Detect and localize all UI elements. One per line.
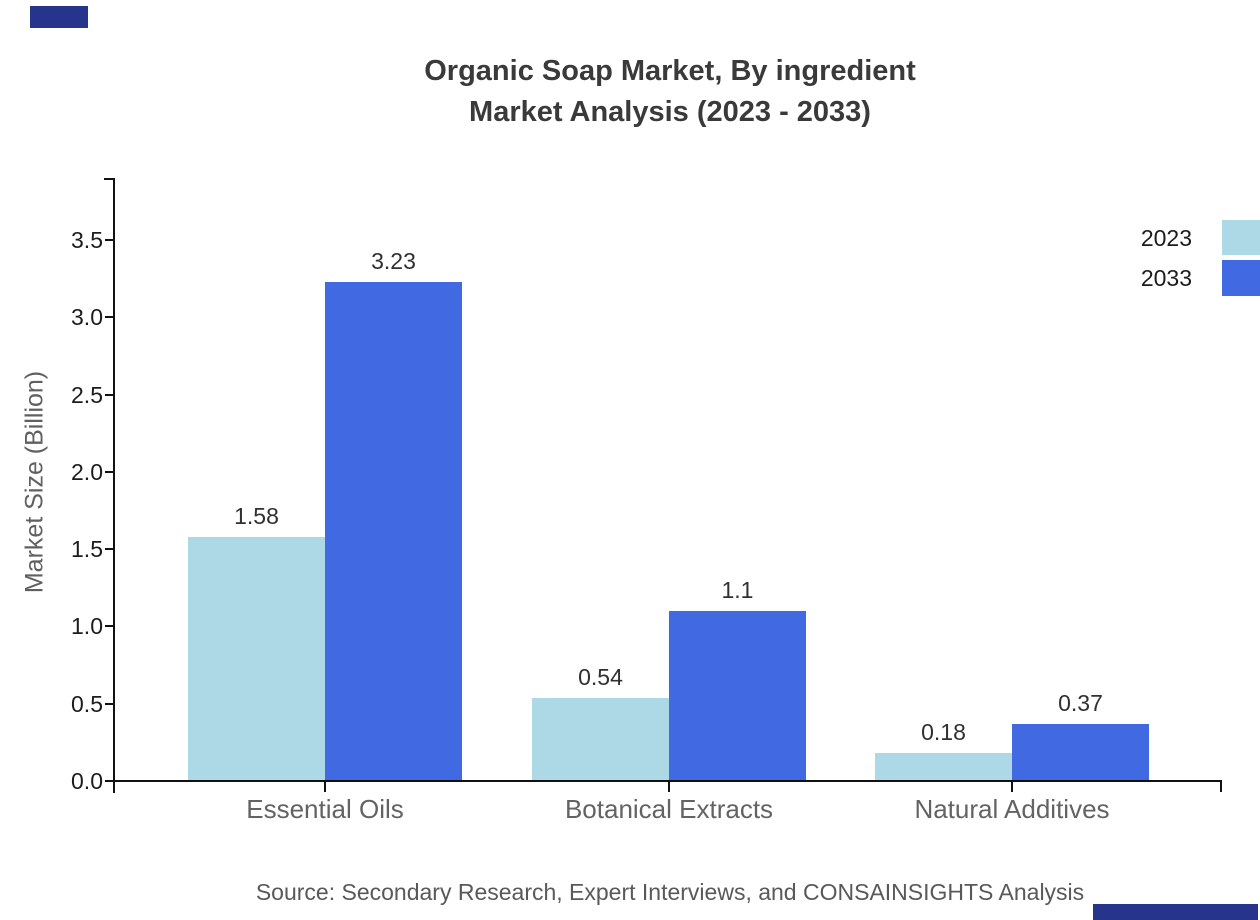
bar-2023-botanical-extracts [532, 698, 669, 781]
y-tick-mark [105, 471, 114, 473]
chart-title: Organic Soap Market, By ingredient Marke… [80, 51, 1260, 133]
y-tick-mark [105, 239, 114, 241]
bar-value-2023-essential-oils: 1.58 [234, 503, 279, 529]
x-category-label: Essential Oils [246, 794, 404, 824]
y-tick-label: 0.0 [71, 768, 103, 794]
bar-2023-essential-oils [188, 537, 325, 781]
x-tick-mark [668, 781, 670, 792]
x-tick-mark [1011, 781, 1013, 792]
y-axis-spine [113, 178, 115, 793]
bar-value-2023-botanical-extracts: 0.54 [578, 664, 623, 690]
bar-2033-natural-additives [1012, 724, 1149, 781]
bar-value-2023-natural-additives: 0.18 [921, 719, 966, 745]
x-tick-mark [324, 781, 326, 792]
brand-mark-bottom-right [1093, 904, 1258, 920]
bar-value-2033-botanical-extracts: 1.1 [721, 577, 754, 603]
x-axis-spine [105, 780, 1222, 782]
y-tick-mark [105, 316, 114, 318]
y-tick-label: 3.0 [71, 304, 103, 330]
brand-mark-top-left [30, 6, 88, 28]
chart-title-line2: Market Analysis (2023 - 2033) [469, 96, 871, 128]
x-category-label: Botanical Extracts [564, 794, 774, 824]
y-tick-mark [105, 625, 114, 627]
legend-label-2023: 2023 [1140, 225, 1192, 251]
y-tick-label: 2.0 [71, 459, 103, 485]
y-tick-label: 1.5 [71, 536, 103, 562]
y-tick-mark [105, 548, 114, 550]
y-tick-label: 1.0 [71, 613, 103, 639]
y-tick-mark [105, 394, 114, 396]
legend-label-2033: 2033 [1140, 265, 1192, 291]
y-tick-label: 3.5 [71, 227, 103, 253]
y-axis-top-cap [104, 178, 115, 180]
bar-value-2033-essential-oils: 3.23 [371, 248, 416, 274]
bar-2033-essential-oils [325, 282, 462, 781]
y-tick-label: 0.5 [71, 691, 103, 717]
y-tick-label: 2.5 [71, 382, 103, 408]
bar-value-2033-natural-additives: 0.37 [1058, 690, 1103, 716]
x-category-label: Natural Additives [914, 794, 1110, 824]
chart-title-line1: Organic Soap Market, By ingredient [424, 55, 916, 87]
y-tick-mark [105, 703, 114, 705]
legend-swatch-2023 [1222, 220, 1260, 255]
bar-2023-natural-additives [875, 753, 1012, 781]
legend-swatch-2033 [1222, 260, 1260, 296]
x-axis-end-cap [1220, 781, 1222, 792]
source-attribution: Source: Secondary Research, Expert Inter… [255, 879, 1085, 905]
bar-2033-botanical-extracts [669, 611, 806, 781]
